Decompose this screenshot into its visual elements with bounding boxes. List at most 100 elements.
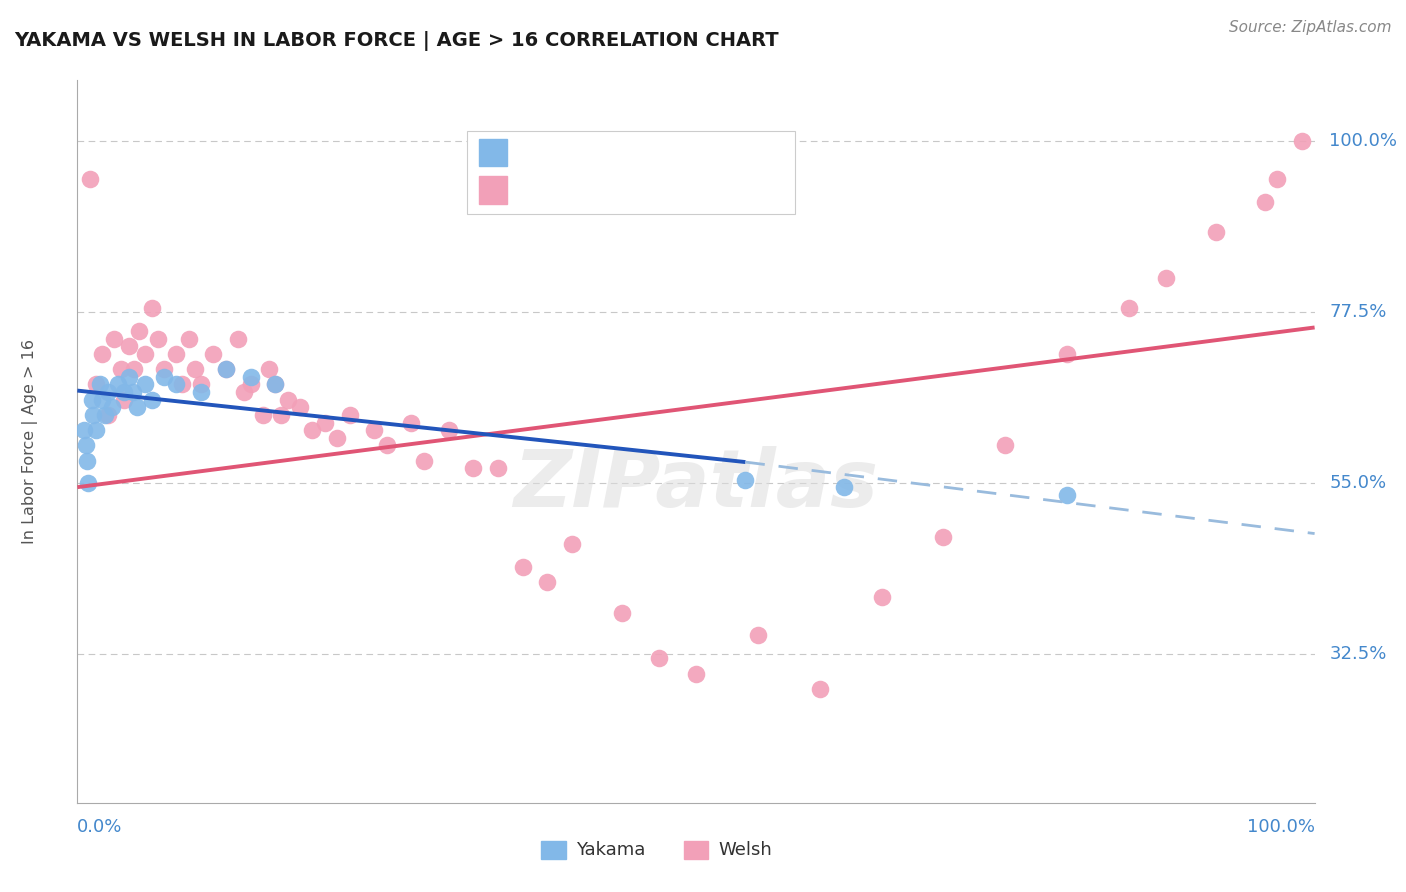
- Point: [118, 370, 141, 384]
- Point: [184, 362, 207, 376]
- Point: [165, 347, 187, 361]
- Point: [301, 423, 323, 437]
- Bar: [479, 177, 506, 204]
- Point: [226, 332, 249, 346]
- Point: [122, 362, 145, 376]
- Point: [747, 628, 769, 642]
- Text: Welsh: Welsh: [718, 841, 772, 859]
- Point: [808, 681, 831, 696]
- Point: [97, 408, 120, 422]
- Point: [339, 408, 361, 422]
- Point: [277, 392, 299, 407]
- Point: [134, 377, 156, 392]
- Bar: [541, 841, 567, 859]
- Point: [270, 408, 292, 422]
- Text: 100.0%: 100.0%: [1247, 818, 1315, 836]
- Text: In Labor Force | Age > 16: In Labor Force | Age > 16: [22, 339, 38, 544]
- Point: [84, 377, 107, 392]
- Point: [110, 362, 132, 376]
- Point: [103, 332, 125, 346]
- Point: [375, 438, 398, 452]
- Point: [101, 401, 124, 415]
- Text: Source: ZipAtlas.com: Source: ZipAtlas.com: [1229, 20, 1392, 35]
- Point: [437, 423, 460, 437]
- Point: [264, 377, 287, 392]
- Point: [561, 537, 583, 551]
- Point: [685, 666, 707, 681]
- Point: [536, 575, 558, 590]
- Point: [84, 423, 107, 437]
- Point: [118, 339, 141, 353]
- Point: [76, 453, 98, 467]
- Point: [252, 408, 274, 422]
- Point: [233, 385, 256, 400]
- Point: [264, 377, 287, 392]
- Point: [610, 606, 633, 620]
- Bar: [479, 139, 506, 166]
- Point: [512, 560, 534, 574]
- Point: [401, 416, 423, 430]
- Point: [463, 461, 485, 475]
- Text: 0.0%: 0.0%: [77, 818, 122, 836]
- Point: [412, 453, 434, 467]
- Point: [202, 347, 225, 361]
- Point: [994, 438, 1017, 452]
- Text: 0.347: 0.347: [562, 181, 620, 199]
- Point: [93, 408, 115, 422]
- Point: [141, 392, 163, 407]
- Point: [79, 172, 101, 186]
- Point: [82, 392, 104, 407]
- Point: [1118, 301, 1140, 316]
- Bar: [683, 841, 709, 859]
- Point: [72, 423, 94, 437]
- Point: [89, 377, 111, 392]
- Text: N =: N =: [650, 144, 690, 161]
- Point: [153, 370, 176, 384]
- Point: [215, 362, 238, 376]
- Point: [834, 480, 856, 494]
- Point: [165, 377, 187, 392]
- Point: [97, 385, 120, 400]
- Point: [932, 530, 955, 544]
- Point: [1254, 194, 1277, 209]
- Point: [215, 362, 238, 376]
- FancyBboxPatch shape: [467, 131, 794, 214]
- Point: [128, 324, 150, 338]
- Point: [122, 385, 145, 400]
- Point: [77, 476, 100, 491]
- Text: 27: 27: [693, 144, 717, 161]
- Point: [257, 362, 280, 376]
- Point: [648, 651, 671, 665]
- Point: [112, 385, 135, 400]
- Point: [82, 408, 104, 422]
- Text: 55.0%: 55.0%: [1330, 475, 1386, 492]
- Point: [1154, 271, 1177, 285]
- Point: [1291, 134, 1313, 148]
- Point: [190, 377, 212, 392]
- Point: [91, 347, 114, 361]
- Point: [141, 301, 163, 316]
- Text: 77.5%: 77.5%: [1330, 303, 1386, 321]
- Point: [91, 392, 114, 407]
- Text: N =: N =: [650, 181, 690, 199]
- Text: 32.5%: 32.5%: [1330, 646, 1386, 664]
- Point: [75, 438, 97, 452]
- Text: -0.322: -0.322: [562, 144, 620, 161]
- Text: R =: R =: [519, 144, 558, 161]
- Point: [239, 377, 262, 392]
- Point: [1056, 488, 1078, 502]
- Point: [112, 392, 135, 407]
- Point: [314, 416, 336, 430]
- Point: [107, 377, 129, 392]
- Point: [239, 370, 262, 384]
- Text: 80: 80: [693, 181, 716, 199]
- Point: [1267, 172, 1289, 186]
- Point: [172, 377, 194, 392]
- Point: [288, 401, 311, 415]
- Point: [363, 423, 385, 437]
- Point: [326, 431, 349, 445]
- Point: [125, 401, 148, 415]
- Point: [146, 332, 169, 346]
- Point: [177, 332, 200, 346]
- Point: [486, 461, 509, 475]
